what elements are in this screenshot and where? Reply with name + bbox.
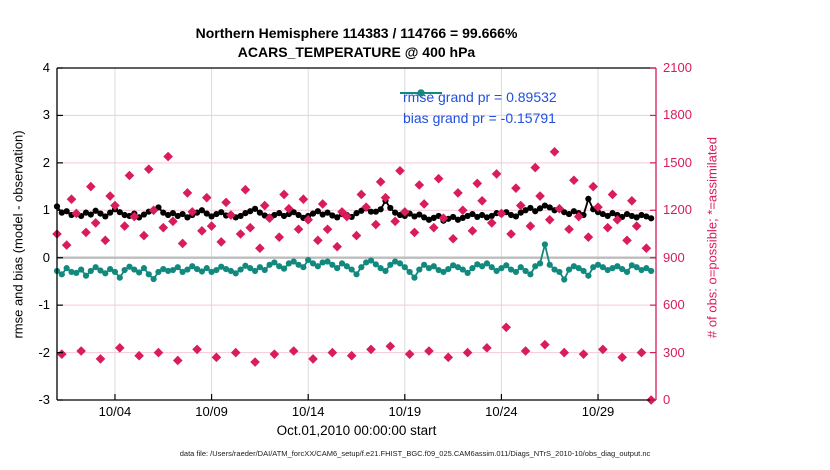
y-right-tick-label: 1800	[663, 107, 692, 123]
x-tick-label: 10/29	[581, 404, 615, 419]
legend-item-bias: bias grand pr = -0.15791	[398, 89, 557, 128]
legend-label-bias: bias grand pr = -0.15791	[403, 109, 556, 126]
y-right-tick-label: 300	[663, 344, 685, 360]
y-left-tick-label: 4	[42, 60, 50, 75]
x-tick-label: 10/14	[291, 404, 325, 419]
y-left-tick-label: 1	[42, 202, 50, 218]
y-right-tick-label: 0	[663, 392, 671, 407]
y-right-tick-label: 900	[663, 249, 685, 265]
x-tick-label: 10/19	[388, 404, 422, 419]
y-left-tick-label: 0	[42, 249, 50, 265]
x-axis-label: Oct.01,2010 00:00:00 start	[276, 423, 437, 438]
y-left-tick-label: 2	[42, 154, 50, 170]
y-left-tick-label: -2	[38, 344, 50, 360]
y-right-tick-label: 2100	[663, 60, 692, 75]
y-left-tick-label: -3	[38, 392, 50, 407]
y-right-tick-label: 1200	[663, 202, 692, 218]
y-left-tick-label: -1	[38, 297, 50, 313]
y-left-tick-label: 3	[42, 107, 50, 123]
x-tick-label: 10/09	[195, 404, 228, 419]
x-tick-label: 10/24	[485, 404, 518, 419]
legend: rmse grand pr = 0.89532 bias grand pr = …	[398, 86, 557, 128]
y-right-tick-label: 1500	[663, 154, 692, 170]
plot-title-line2: ACARS_TEMPERATURE @ 400 hPa	[237, 44, 476, 60]
bias-line-sample-icon	[400, 89, 442, 97]
x-tick-label: 10/04	[98, 404, 132, 419]
plot-title-line1: Northern Hemisphere 114383 / 114766 = 99…	[195, 25, 518, 41]
data-file-path: data file: /Users/raeder/DAI/ATM_forcXX/…	[179, 449, 651, 458]
y-right-tick-label: 600	[663, 297, 685, 313]
